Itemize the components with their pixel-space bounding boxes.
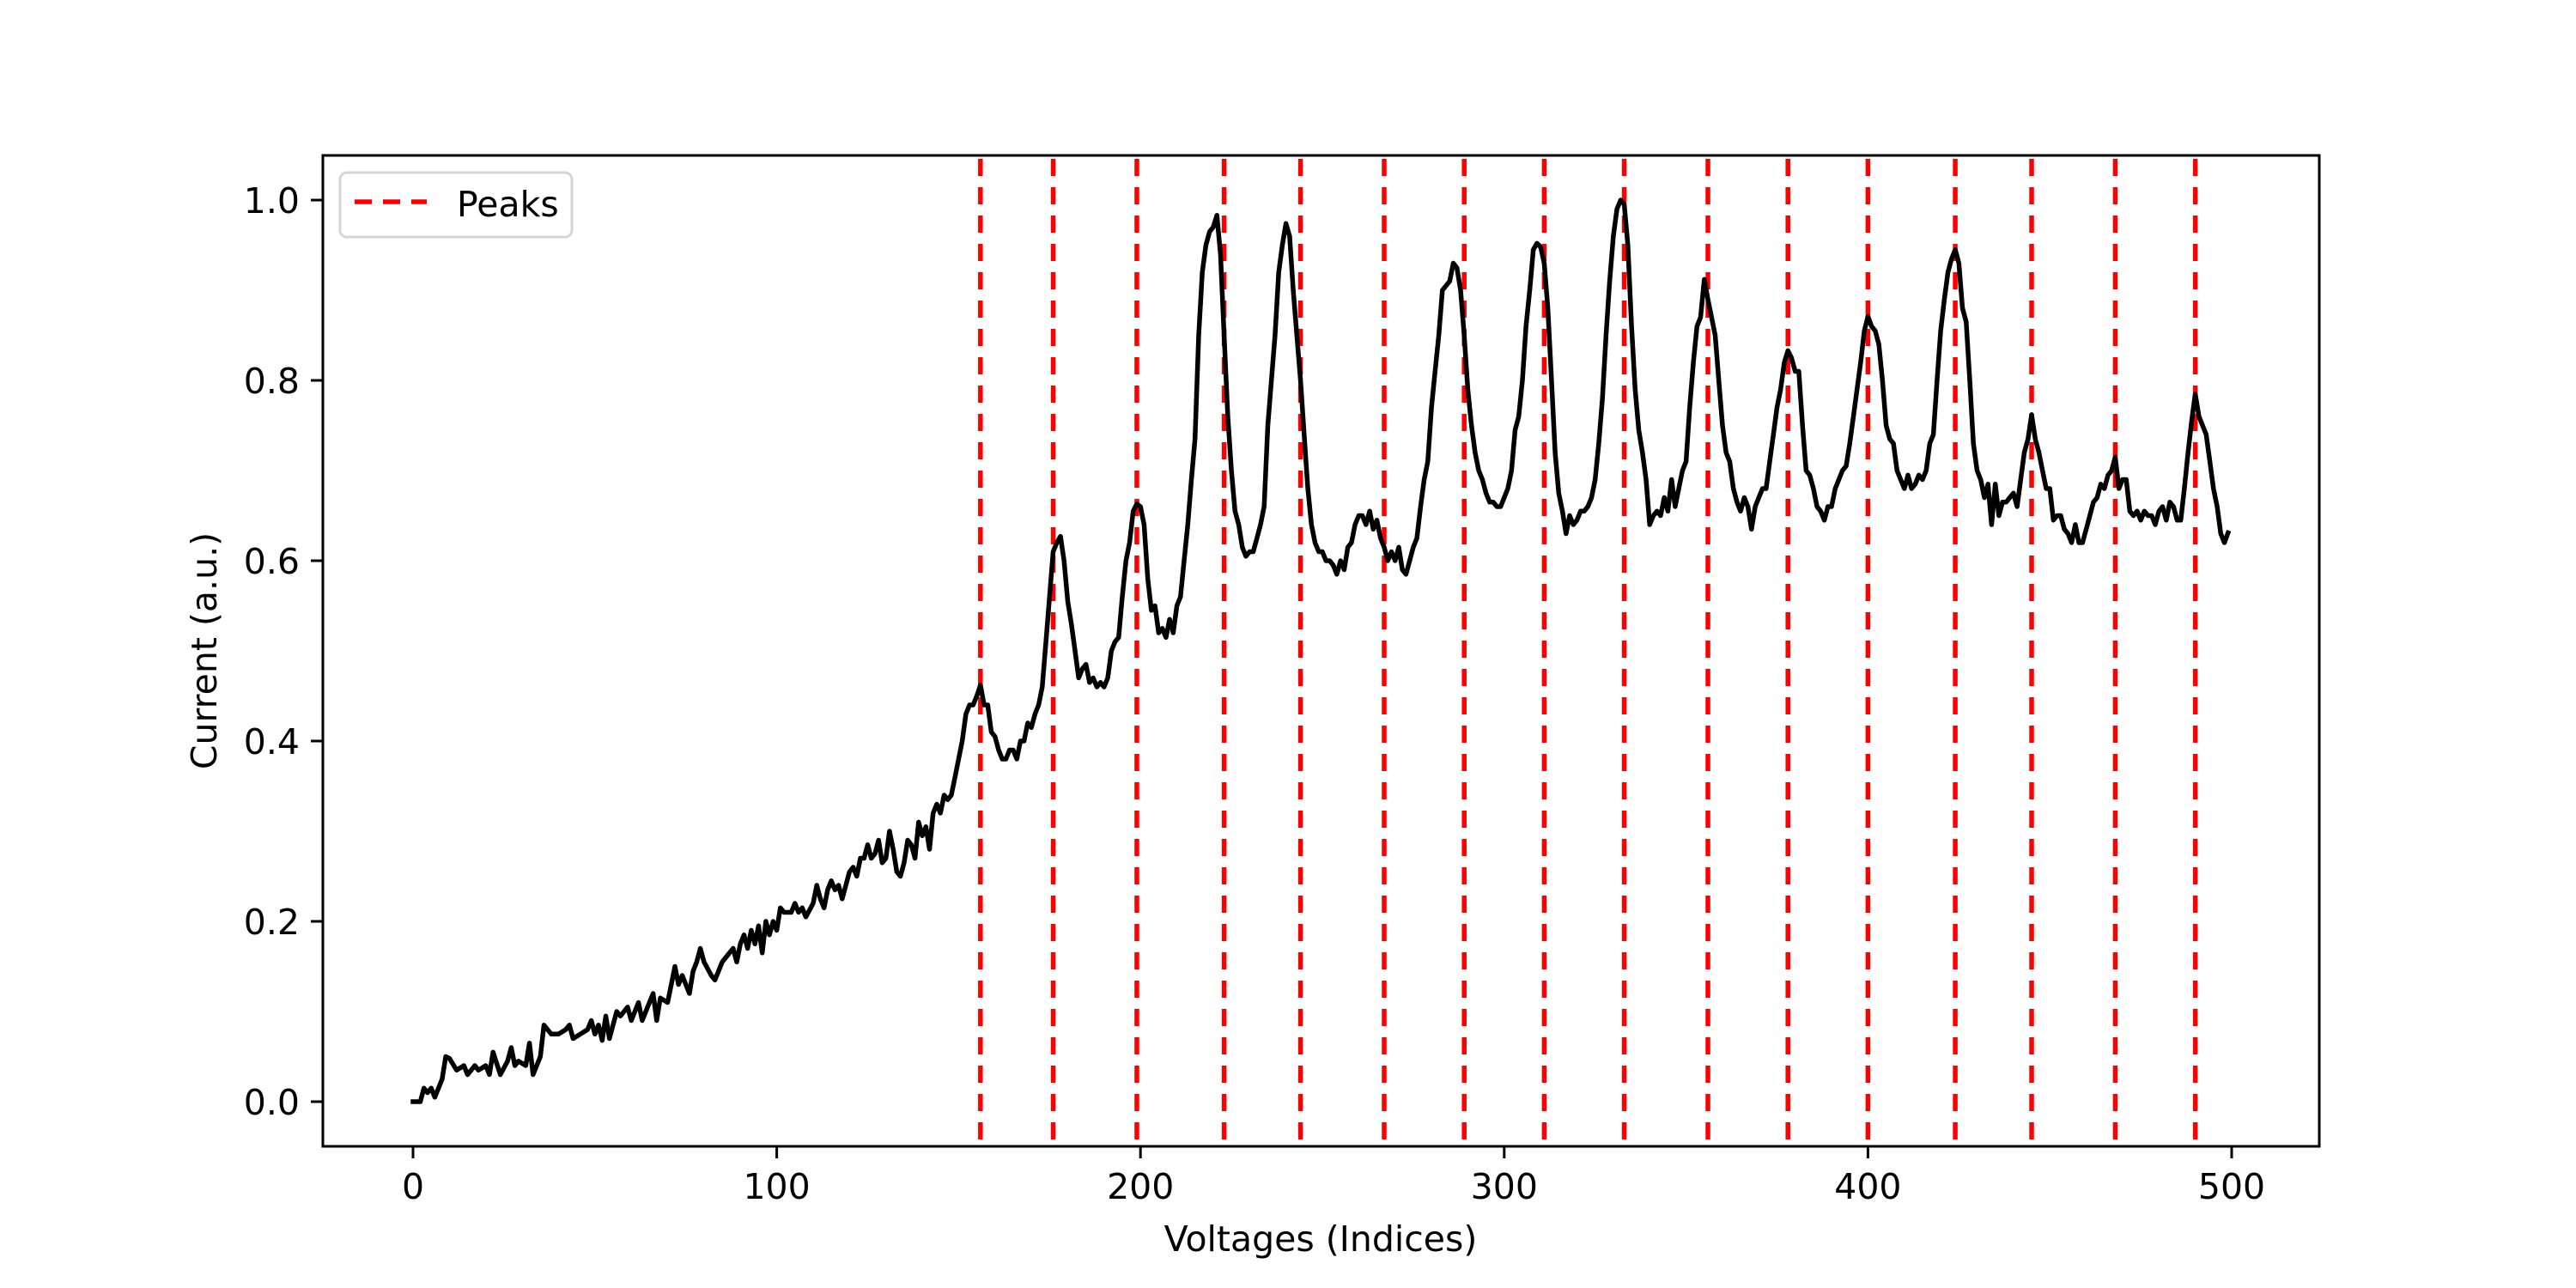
x-tick-label: 200 bbox=[1107, 1166, 1174, 1207]
axes-frame bbox=[321, 154, 2321, 1148]
y-tick-label: 0.2 bbox=[244, 902, 300, 943]
y-tick-label: 0.8 bbox=[244, 361, 300, 402]
legend-label-peaks: Peaks bbox=[457, 184, 559, 225]
y-tick-label: 0.6 bbox=[244, 541, 300, 582]
y-tick-label: 1.0 bbox=[244, 180, 300, 222]
x-tick-label: 300 bbox=[1471, 1166, 1538, 1207]
peak-lines bbox=[978, 159, 2198, 1146]
y-tick-label: 0.0 bbox=[244, 1082, 300, 1123]
current-line bbox=[410, 197, 2232, 1104]
x-axis: 0 100 200 300 400 500 bbox=[402, 1146, 2265, 1207]
x-axis-label: Voltages (Indices) bbox=[1164, 1218, 1478, 1260]
x-tick-label: 0 bbox=[402, 1166, 424, 1207]
legend: Peaks bbox=[338, 171, 574, 239]
x-tick-label: 100 bbox=[743, 1166, 810, 1207]
x-tick-label: 400 bbox=[1834, 1166, 1901, 1207]
x-tick-label: 500 bbox=[2198, 1166, 2265, 1207]
y-tick-label: 0.4 bbox=[244, 721, 300, 762]
y-axis-label: Current (a.u.) bbox=[184, 532, 225, 769]
legend-box bbox=[338, 171, 574, 239]
y-axis: 0.0 0.2 0.4 0.6 0.8 1.0 bbox=[244, 180, 323, 1123]
